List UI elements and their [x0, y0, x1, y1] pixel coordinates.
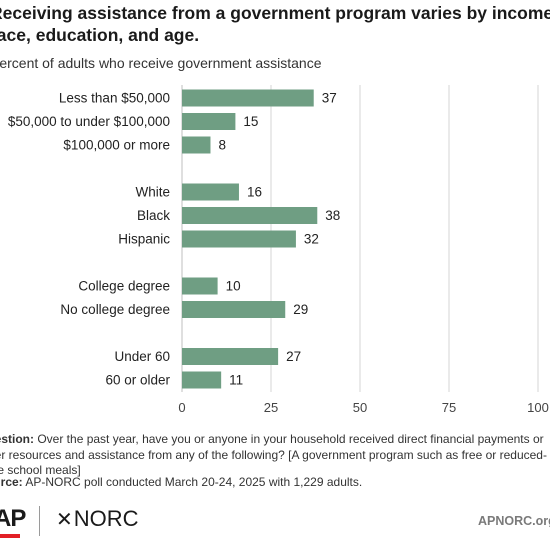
chart-subtitle: Percent of adults who receive government… [0, 55, 322, 71]
source-text: AP-NORC poll conducted March 20-24, 2025… [25, 475, 363, 489]
question-note: Question: Over the past year, have you o… [0, 432, 550, 479]
data-label: 38 [325, 208, 340, 223]
logo-divider [39, 506, 40, 536]
source-note: Source: AP-NORC poll conducted March 20-… [0, 475, 550, 491]
category-label: $50,000 to under $100,000 [8, 114, 170, 129]
data-label: 11 [229, 373, 243, 388]
bar [182, 277, 218, 295]
ap-logo-accent [0, 534, 20, 538]
category-label: Black [137, 208, 170, 223]
category-label: College degree [78, 279, 170, 294]
bar [182, 207, 318, 224]
bar [182, 113, 236, 130]
bar [182, 348, 279, 365]
bar-chart: 0 25 50 75 100 Less than $50,000 37 $50,000 to … [8, 85, 549, 415]
data-label: 37 [322, 91, 337, 106]
bar [182, 230, 296, 248]
x-tick-label: 0 [178, 400, 185, 415]
data-label: 27 [286, 349, 301, 364]
category-label: Less than $50,000 [59, 91, 170, 106]
category-label: No college degree [60, 302, 170, 317]
norc-logo-text: NORC [73, 506, 139, 531]
x-tick-label: 75 [442, 400, 456, 415]
bar [182, 183, 239, 201]
norc-logo: ✕NORC [56, 506, 139, 532]
site-link[interactable]: APNORC.org [478, 514, 550, 528]
category-label: $100,000 or more [63, 138, 170, 153]
ap-logo: AP [0, 505, 26, 532]
data-label: 16 [247, 185, 262, 200]
category-label: 60 or older [105, 373, 170, 388]
category-label: Under 60 [114, 349, 170, 364]
bar [182, 301, 286, 318]
category-label: White [135, 185, 170, 200]
data-label: 29 [293, 302, 308, 317]
bar [182, 89, 314, 107]
data-label: 15 [243, 114, 258, 129]
data-label: 32 [304, 232, 319, 247]
bar [182, 136, 211, 154]
data-label: 8 [218, 138, 226, 153]
chart-title: Receiving assistance from a government p… [0, 3, 550, 45]
question-label: Question: [0, 432, 34, 446]
x-tick-label: 25 [264, 400, 278, 415]
norc-star-icon: ✕ [56, 509, 73, 531]
category-label: Hispanic [118, 232, 170, 247]
data-label: 10 [226, 279, 241, 294]
bar [182, 371, 222, 389]
x-tick-label: 100 [527, 400, 549, 415]
source-label: Source: [0, 475, 23, 489]
x-tick-label: 50 [353, 400, 367, 415]
question-text: Over the past year, have you or anyone i… [0, 432, 547, 477]
